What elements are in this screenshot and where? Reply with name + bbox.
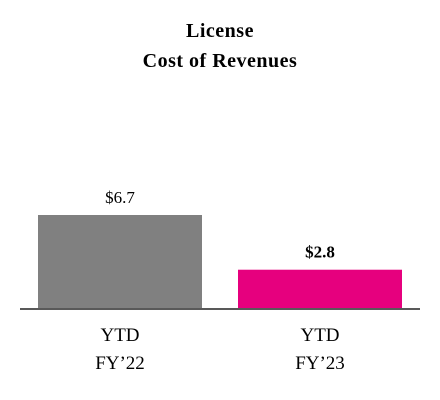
chart-title-line-1: License: [186, 20, 254, 42]
category-label-1-line-1: YTD: [100, 325, 139, 346]
bar-value-label-2: $2.8: [305, 243, 335, 262]
category-label-2-line-2: FY’23: [295, 353, 345, 374]
chart-title-line-2: Cost of Revenues: [142, 50, 298, 72]
category-label-1-line-2: FY’22: [95, 353, 145, 374]
bar-1: [38, 215, 202, 309]
bar-2: [238, 269, 402, 309]
bar-value-label-1: $6.7: [105, 188, 135, 207]
category-label-2-line-1: YTD: [300, 325, 339, 346]
